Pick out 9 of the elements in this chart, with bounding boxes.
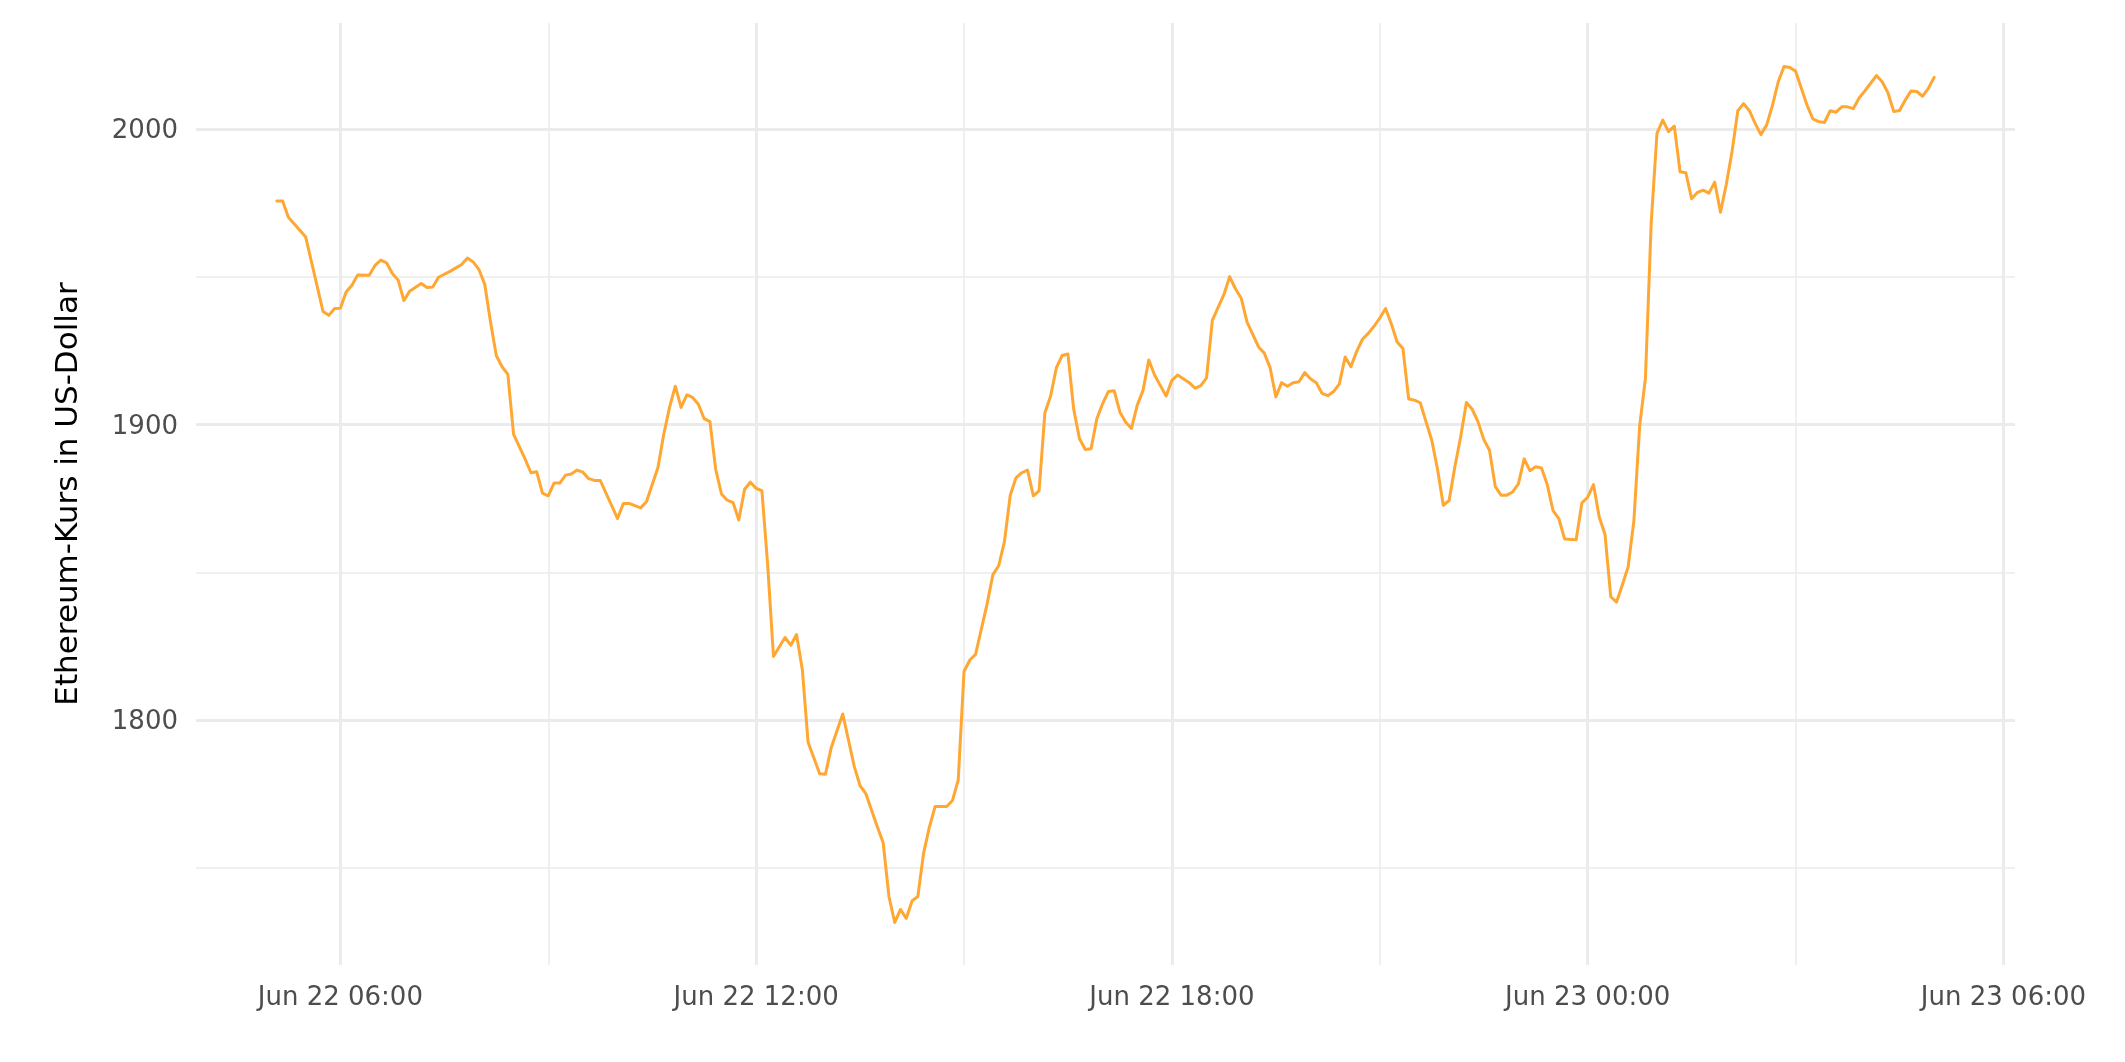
- y-tick-label: 1800: [111, 704, 178, 735]
- x-tick-label: Jun 22 12:00: [671, 981, 839, 1011]
- y-axis-title: Ethereum-Kurs in US-Dollar: [47, 282, 84, 706]
- y-tick-label: 2000: [111, 114, 178, 145]
- x-tick-label: Jun 22 18:00: [1087, 981, 1255, 1011]
- x-tick-label: Jun 23 06:00: [1918, 981, 2087, 1011]
- y-tick-label: 1900: [111, 409, 178, 440]
- x-tick-label: Jun 23 00:00: [1503, 981, 1671, 1011]
- x-tick-label: Jun 22 06:00: [255, 981, 423, 1011]
